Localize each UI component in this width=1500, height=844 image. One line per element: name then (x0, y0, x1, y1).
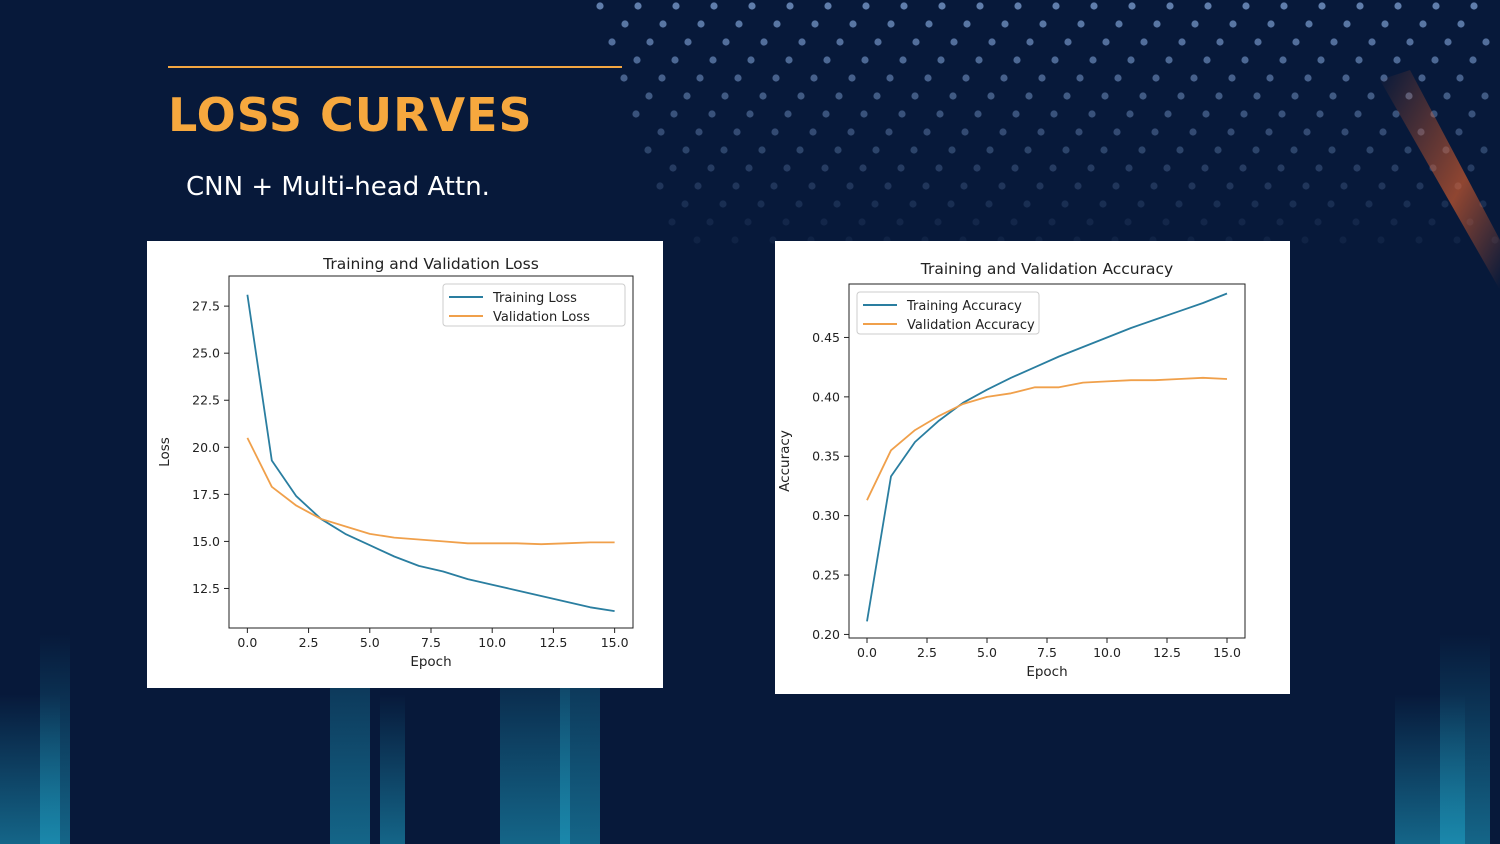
y-axis-label: Accuracy (777, 430, 793, 492)
x-tick-label: 7.5 (421, 635, 441, 650)
series-line-validation-loss (246, 437, 615, 546)
x-tick-label: 5.0 (360, 635, 380, 650)
x-axis-label: Epoch (1026, 664, 1067, 680)
y-tick-label: 12.5 (192, 581, 220, 596)
x-axis-label: Epoch (410, 654, 451, 670)
series-line-training-accuracy (866, 292, 1228, 622)
series-line-training-loss (246, 294, 615, 612)
y-tick-label: 27.5 (192, 299, 220, 314)
slide-title: LOSS CURVES (168, 88, 533, 142)
x-tick-label: 15.0 (601, 635, 629, 650)
y-tick-label: 0.40 (812, 389, 840, 404)
x-tick-label: 5.0 (977, 645, 997, 660)
y-tick-label: 0.30 (812, 508, 840, 523)
y-tick-label: 0.20 (812, 627, 840, 642)
chart-title: Training and Validation Loss (322, 255, 539, 273)
y-tick-label: 20.0 (192, 440, 220, 455)
loss-chart: Training and Validation Loss 0.0 2.5 5.0 7.5… (157, 255, 634, 670)
legend-box (856, 291, 1040, 335)
chart-title: Training and Validation Accuracy (920, 260, 1173, 278)
legend-box (442, 283, 626, 327)
y-tick-label: 15.0 (192, 534, 220, 549)
dot-pattern (596, 2, 1499, 244)
plot-frame (228, 275, 634, 629)
loss-chart-panel: Training and Validation Loss 0.0 2.5 5.0 7.5… (147, 241, 663, 688)
legend: Training Accuracy Validation Accuracy (856, 291, 1040, 335)
x-tick-label: 2.5 (299, 635, 319, 650)
y-tick-label: 22.5 (192, 393, 220, 408)
x-tick-label: 12.5 (1153, 645, 1181, 660)
y-axis-label: Loss (157, 437, 173, 467)
x-tick-label: 2.5 (917, 645, 937, 660)
y-tick-label: 17.5 (192, 487, 220, 502)
slide-subtitle: CNN + Multi-head Attn. (186, 172, 490, 202)
x-tick-label: 15.0 (1213, 645, 1241, 660)
x-tick-label: 10.0 (1093, 645, 1121, 660)
legend: Training Loss Validation Loss (442, 283, 626, 327)
legend-label-validation-accuracy: Validation Accuracy (907, 318, 1035, 333)
x-tick-label: 0.0 (237, 635, 257, 650)
y-tick-label: 0.35 (812, 449, 840, 464)
x-tick-label: 10.0 (478, 635, 506, 650)
x-tick-label: 12.5 (540, 635, 568, 650)
y-tick-label: 25.0 (192, 346, 220, 361)
accuracy-chart: Training and Validation Accuracy 0.0 2.5 5.… (777, 260, 1246, 680)
title-accent-rule (168, 66, 622, 68)
orange-glow (1380, 70, 1500, 290)
accuracy-chart-panel: Training and Validation Accuracy 0.0 2.5 5.… (775, 241, 1290, 694)
y-tick-label: 0.45 (812, 330, 840, 345)
legend-label-training-accuracy: Training Accuracy (906, 299, 1022, 314)
legend-label-training-loss: Training Loss (492, 291, 577, 306)
plot-frame (848, 283, 1246, 639)
x-tick-label: 0.0 (857, 645, 877, 660)
legend-label-validation-loss: Validation Loss (493, 310, 590, 325)
series-line-validation-accuracy (866, 376, 1228, 501)
x-tick-label: 7.5 (1037, 645, 1057, 660)
y-tick-label: 0.25 (812, 568, 840, 583)
